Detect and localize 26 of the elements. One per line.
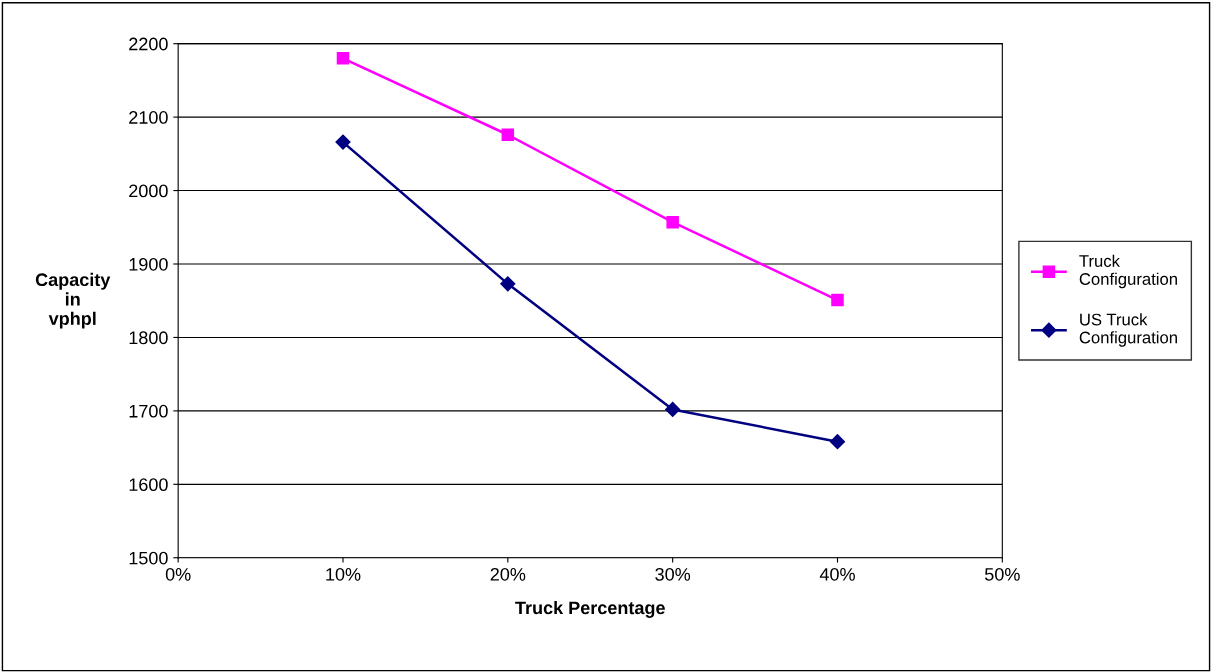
point [336,52,350,65]
y-tick-label: 2000 [129,184,168,198]
point [501,128,515,141]
y-tick-label: 1500 [129,551,168,565]
point [665,401,681,417]
x-tick-label: 30% [655,567,691,581]
legend-label: Truck Configuration [1079,254,1177,289]
y-tick-label: 2200 [129,37,168,51]
x-tick-label: 50% [984,567,1020,581]
x-tick-label: 0% [165,567,191,581]
point [831,293,844,307]
point [829,434,846,450]
x-axis-title: Truck Percentage [515,600,665,618]
point [666,215,679,229]
x-tick-label: 20% [490,567,526,581]
x-tick-label: 10% [326,567,361,581]
point [500,276,516,292]
y-axis-title: Capacity in vphpl [35,272,111,329]
y-tick-label: 1900 [129,257,168,271]
y-tick-label: 1700 [129,404,168,418]
point [335,134,351,150]
legend-label: US Truck Configuration [1079,313,1177,347]
x-tick-label: 40% [819,567,855,581]
y-tick-label: 1600 [129,478,168,492]
y-tick-label: 1800 [129,331,168,345]
y-tick-label: 2100 [129,111,168,124]
